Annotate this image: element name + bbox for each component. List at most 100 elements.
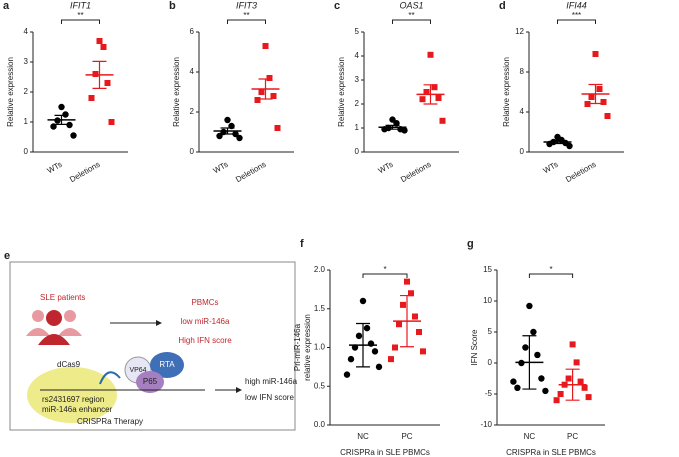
y-tick-label: 0.0 [314, 420, 326, 429]
data-point [427, 51, 434, 58]
data-point [423, 89, 430, 95]
chart-title: IFI44 [566, 0, 587, 10]
x-tick-label: WTs [377, 160, 395, 176]
label: rs2431697 region [42, 395, 104, 404]
y-tick-label: 6 [190, 27, 195, 36]
data-point [538, 375, 545, 382]
axis [198, 32, 294, 153]
x-tick-label: WTs [542, 160, 560, 176]
y-tick-label: -10 [480, 420, 492, 429]
panel-letter: c [334, 0, 340, 12]
data-point [522, 344, 529, 351]
x-tick-label: Deletions [68, 160, 101, 184]
data-point [388, 356, 394, 363]
x-tick-label: WTs [212, 160, 230, 176]
grna [99, 371, 121, 385]
x-tick-label: PC [401, 432, 412, 441]
error-bar [423, 84, 438, 105]
p65 [136, 371, 164, 393]
data-point [396, 321, 402, 328]
data-point [236, 134, 243, 142]
data-point [92, 71, 99, 77]
data-point [104, 80, 111, 86]
y-tick-label: 4 [190, 67, 195, 76]
label: miR-146a enhancer [42, 405, 113, 414]
y-tick-label: 8 [520, 67, 525, 76]
data-point [400, 301, 406, 308]
data-point [577, 378, 584, 385]
y-tick-label: 4 [24, 27, 29, 36]
data-point [408, 290, 414, 297]
data-point [420, 348, 426, 355]
data-point [439, 117, 446, 124]
y-axis-label: relative expression [303, 314, 312, 381]
significance-bracket [362, 273, 408, 278]
panel-letter: e [4, 250, 10, 262]
panel-letter: g [467, 238, 474, 250]
panel-letter: f [300, 238, 304, 250]
label: PBMCs [191, 298, 218, 307]
significance-bracket [392, 19, 431, 24]
data-point [70, 132, 77, 139]
data-point [270, 93, 277, 99]
y-tick-label: 0 [520, 147, 525, 156]
data-point [585, 394, 592, 401]
data-point [274, 125, 281, 131]
data-point [416, 329, 422, 335]
y-tick-label: 2 [190, 107, 195, 116]
data-point [266, 75, 273, 81]
axis [329, 270, 440, 426]
data-point [66, 121, 73, 129]
diagram-box [9, 261, 296, 431]
data-point [100, 44, 107, 50]
data-point [108, 119, 115, 125]
significance-bracket [227, 19, 266, 24]
data-point [600, 99, 607, 105]
y-tick-label: 4 [355, 51, 360, 60]
data-point [557, 391, 564, 397]
axis [496, 270, 605, 426]
data-point [224, 116, 231, 124]
significance-bracket [528, 273, 574, 278]
data-point [343, 371, 351, 378]
y-tick-label: 0 [355, 147, 360, 156]
significance-bracket [61, 19, 100, 24]
x-tick-label: WTs [46, 160, 64, 176]
significance-label: *** [572, 11, 581, 20]
error-bar [54, 114, 69, 125]
significance-label: ** [243, 11, 249, 20]
data-point [232, 130, 239, 138]
data-point [534, 351, 541, 359]
data-point [588, 94, 595, 100]
error-bar [385, 124, 400, 130]
y-tick-label: 0.5 [314, 381, 326, 390]
data-point [355, 332, 363, 340]
data-point [604, 113, 611, 119]
y-axis-label: Pri-miR-146a [293, 323, 302, 371]
data-point [258, 89, 265, 95]
y-tick-label: 0 [190, 147, 195, 156]
data-point [419, 96, 426, 103]
data-point [96, 38, 103, 44]
axis [32, 32, 128, 153]
y-axis-label: Relative expression [172, 57, 181, 127]
data-point [347, 355, 355, 363]
y-tick-label: 3 [24, 57, 29, 66]
data-point [375, 363, 383, 371]
y-axis-label: Relative expression [6, 57, 15, 127]
diagram-e: e SLE patients PBMCs low miR-146a High I… [4, 250, 298, 431]
y-tick-label: 10 [483, 296, 492, 305]
panel-letter: b [169, 0, 176, 12]
data-point [58, 103, 65, 111]
y-axis-label: Relative expression [337, 57, 346, 127]
data-point [363, 324, 371, 332]
label: VP64 [129, 367, 146, 374]
error-bar [550, 139, 565, 145]
data-point [88, 95, 95, 101]
dcas9-blob [27, 367, 117, 423]
data-point [584, 101, 591, 107]
data-point [404, 278, 410, 285]
data-point [431, 84, 438, 91]
people-icon [26, 310, 82, 345]
